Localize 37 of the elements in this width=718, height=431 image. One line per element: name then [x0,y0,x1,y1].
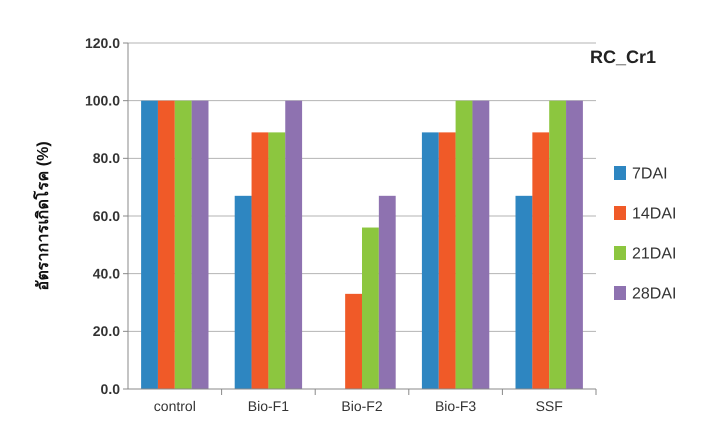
bar [285,100,302,389]
x-tick-label: SSF [536,398,563,414]
bar [268,132,286,389]
bar [234,196,252,389]
bar [252,132,268,389]
bar [566,100,583,389]
bar [422,132,439,389]
y-tick-label: 100.0 [84,92,120,109]
y-tick-label: 20.0 [92,323,120,340]
chart-title: RC_Cr1 [590,47,656,67]
y-axis-title: อัตราการเกิดโรค (%) [32,141,52,291]
bar [549,100,566,389]
bar [345,294,362,389]
x-tick-label: Bio-F2 [341,398,383,414]
bar [516,196,532,389]
bar [362,228,379,389]
y-tick-label: 40.0 [92,266,120,282]
y-tick-label: 120.0 [84,34,120,51]
x-tick-label: Bio-F3 [434,398,476,414]
bar [174,100,192,389]
y-tick-label: 80.0 [92,150,120,166]
y-tick-label: 0.0 [100,380,120,397]
legend-label: 21DAI [632,246,676,263]
bar [456,100,472,389]
y-tick-label: 60.0 [92,208,120,224]
bar [192,100,208,389]
legend-label: 14DAI [632,206,676,223]
legend-label: 7DAI [632,166,668,183]
bar [158,100,175,389]
bar [532,132,550,389]
bar [378,196,396,389]
x-tick-label: Bio-F1 [248,398,290,414]
legend-label: 28DAI [632,286,676,303]
bar [141,100,158,389]
bar [438,132,456,389]
x-tick-label: control [154,398,196,414]
bar [472,100,490,389]
